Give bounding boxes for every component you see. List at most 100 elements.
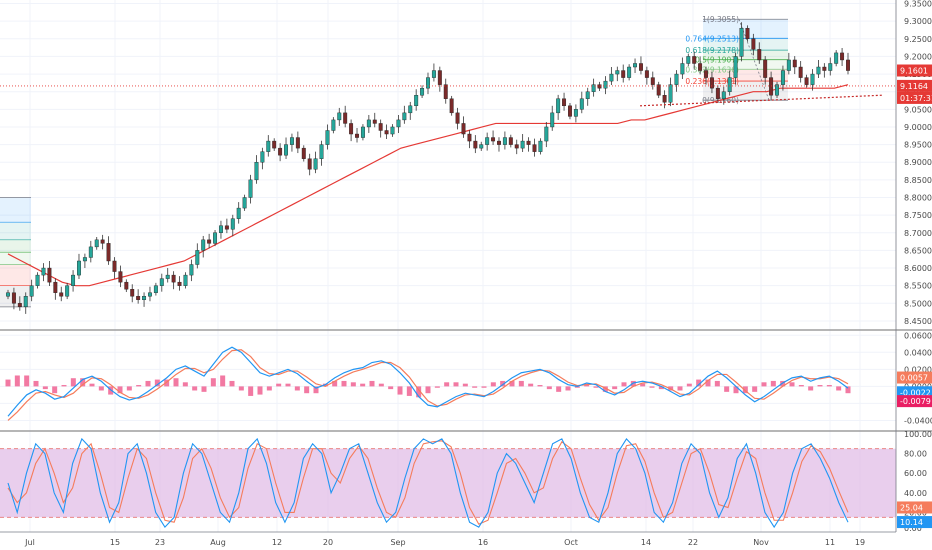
candle-body bbox=[780, 70, 785, 85]
macd-histogram-bar bbox=[714, 380, 720, 387]
fib-zone bbox=[703, 69, 788, 82]
candle-body bbox=[638, 63, 643, 71]
macd-line bbox=[7, 346, 849, 417]
candle-body bbox=[621, 70, 626, 78]
candle-body bbox=[757, 49, 762, 61]
candle-body bbox=[662, 95, 667, 103]
macd-histogram-bar bbox=[798, 385, 804, 387]
macd-histogram-bar bbox=[453, 382, 459, 387]
candle-body bbox=[355, 133, 359, 138]
price-tick-label: 9.3500 bbox=[904, 0, 932, 9]
candle-body bbox=[479, 144, 484, 149]
macd-histogram-bar bbox=[425, 386, 431, 394]
candle-body bbox=[603, 80, 608, 89]
candle-body bbox=[260, 151, 265, 163]
macd-histogram-bar bbox=[266, 386, 272, 391]
macd-histogram-bar bbox=[481, 386, 487, 388]
candle-body bbox=[585, 91, 590, 99]
candle-body bbox=[792, 59, 797, 68]
candle-body bbox=[313, 158, 318, 170]
candle-body bbox=[284, 144, 288, 156]
candle-body bbox=[763, 59, 768, 78]
candle-body bbox=[189, 264, 194, 276]
price-tick-label: 8.9500 bbox=[904, 141, 932, 150]
candle-body bbox=[733, 56, 738, 78]
macd-histogram-bar bbox=[304, 386, 310, 394]
stoch-value-badge: 25.04 bbox=[900, 503, 923, 512]
price-axis[interactable]: 9.35009.30009.25009.20009.15009.10009.05… bbox=[904, 0, 932, 326]
macd-histogram-bar bbox=[257, 386, 263, 395]
time-tick-label: 15 bbox=[110, 538, 120, 547]
candle-body bbox=[562, 98, 567, 107]
candle-body bbox=[810, 73, 815, 85]
macd-histogram-bar bbox=[369, 380, 375, 387]
candle-body bbox=[786, 59, 791, 71]
axis-badges: 9.1601 9.1164 01:37:31 0.0057 -0.0022-0.0079… bbox=[897, 64, 932, 529]
candle-body bbox=[508, 137, 513, 145]
candle-body bbox=[704, 70, 708, 78]
macd-histogram-bar bbox=[52, 386, 58, 394]
stoch-d-line bbox=[7, 440, 849, 525]
price-tick-label: 9.0000 bbox=[904, 123, 932, 132]
macd-histogram-bar bbox=[602, 386, 608, 392]
fib-zone bbox=[0, 239, 31, 253]
macd-histogram-bar bbox=[276, 383, 282, 387]
candle-body bbox=[47, 267, 52, 283]
time-tick-label: 14 bbox=[641, 538, 651, 547]
macd-histogram-bar bbox=[612, 386, 618, 390]
price-tick-label: 8.4500 bbox=[904, 317, 932, 326]
candle-body bbox=[591, 84, 596, 92]
candle-body bbox=[360, 126, 365, 138]
time-tick-label: Aug bbox=[210, 538, 226, 547]
candle-body bbox=[798, 66, 803, 78]
macd-histogram-bar bbox=[472, 386, 478, 388]
candles bbox=[6, 22, 850, 314]
macd-histogram-bar bbox=[789, 382, 795, 387]
macd-signal-line bbox=[7, 349, 849, 421]
candle-body bbox=[680, 63, 685, 75]
candle-body bbox=[627, 66, 632, 78]
macd-histogram-bar bbox=[444, 382, 450, 387]
macd-histogram-bar bbox=[154, 379, 160, 387]
candle-body bbox=[236, 207, 241, 219]
fib-level-label: 1(9.3055) bbox=[702, 15, 739, 24]
time-tick-label: Nov bbox=[753, 538, 769, 547]
macd-histogram-bar bbox=[649, 386, 655, 388]
macd-histogram-bar bbox=[546, 386, 552, 390]
macd-histogram-bar bbox=[621, 382, 627, 387]
price-tick-label: 9.2500 bbox=[904, 35, 932, 44]
time-axis[interactable]: Jul 15 23 Aug 12 20 Sep 16 Oct 14 22 Nov 11 19 bbox=[24, 538, 865, 547]
candle-body bbox=[502, 137, 507, 145]
candle-body bbox=[822, 66, 827, 71]
macd-tick-label: 0.0400 bbox=[904, 348, 932, 357]
macd-histogram-bar bbox=[574, 386, 580, 388]
candle-body bbox=[514, 144, 519, 149]
candle-body bbox=[171, 274, 176, 283]
candle-body bbox=[769, 77, 774, 96]
macd-histogram-bar bbox=[5, 379, 11, 387]
macd-histogram-bar bbox=[192, 386, 198, 391]
candle-body bbox=[106, 243, 111, 262]
candle-body bbox=[130, 289, 135, 297]
candle-body bbox=[148, 292, 152, 297]
candle-body bbox=[124, 281, 129, 290]
price-tick-label: 8.8500 bbox=[904, 176, 932, 185]
candle-body bbox=[686, 56, 691, 64]
fib-zone bbox=[703, 38, 788, 51]
candle-body bbox=[402, 112, 407, 121]
candle-body bbox=[828, 63, 833, 71]
macd-histogram-bar bbox=[742, 386, 748, 394]
candle-body bbox=[633, 63, 638, 68]
candle-body bbox=[118, 271, 123, 283]
candle-body bbox=[177, 281, 182, 286]
macd-histogram-bar bbox=[677, 386, 683, 391]
candle-body bbox=[372, 119, 377, 124]
macd-histogram-bar bbox=[24, 375, 30, 387]
ma-value-badge: 9.1164 bbox=[900, 82, 928, 91]
candle-body bbox=[715, 87, 720, 99]
macd-histogram-bar bbox=[33, 380, 39, 387]
candle-body bbox=[491, 137, 496, 142]
macd-value-badge: -0.0022 bbox=[900, 388, 931, 397]
stoch-value-badge-bg bbox=[897, 516, 932, 529]
